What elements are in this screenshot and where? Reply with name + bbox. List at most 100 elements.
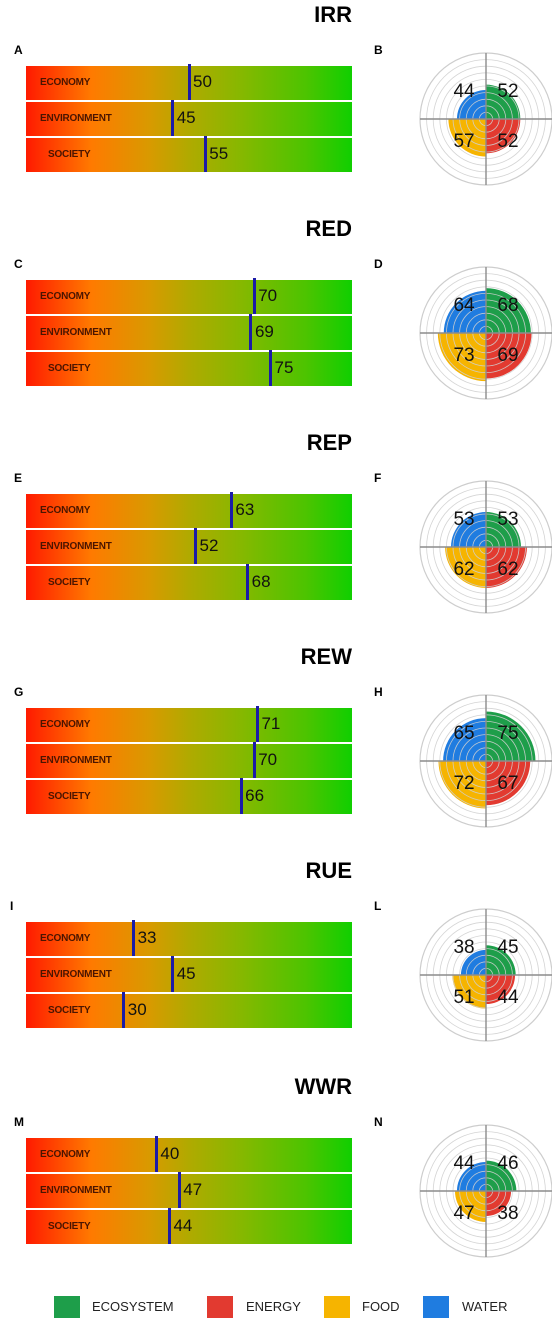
radar-sector-food [438,761,486,809]
bar-category-label: SOCIETY [48,1005,91,1016]
section-title: RED [305,216,352,241]
chart-section-rep: REP E F ECONOMY 63 ENVIRONMENT 52 SOCIETY 68 53 53… [0,428,552,640]
radar-sector-energy [486,547,527,588]
legend-swatch-water [423,1296,449,1318]
radar-value-label-ecosystem: 46 [497,1153,518,1174]
bar-category-label: SOCIETY [48,577,91,588]
section-title: RUE [305,858,352,883]
radar-sector-water [456,89,486,119]
bar-value-marker [167,1208,171,1244]
panel-letter-bar: M [14,1115,24,1129]
bar-value-marker [269,350,272,386]
bar-value-label: 70 [258,750,278,769]
bar-category-label: ENVIRONMENT [40,327,112,338]
bar-value-label: 50 [193,72,212,91]
bar-value-marker [171,100,175,136]
radar-sector-ecosystem [486,711,536,761]
radar-chart: 44 52 57 52 [419,52,552,186]
bar-category-label: ENVIRONMENT [40,969,112,980]
chart-section-wwr: WWR M N ECONOMY 40 ENVIRONMENT 47 SOCIETY 44 44 46… [0,1072,552,1284]
bar-category-label: SOCIETY [48,1221,91,1232]
bar-row-environment: ENVIRONMENT [26,102,352,136]
radar-sector-ecosystem [486,1160,517,1191]
bar-category-label: ECONOMY [40,77,91,88]
bar-row-environment: ENVIRONMENT [26,316,352,350]
bar-row-environment: ENVIRONMENT [26,530,352,564]
radar-value-label-food: 72 [453,773,474,794]
bar-chart: ECONOMY 63 ENVIRONMENT 52 SOCIETY 68 [26,492,352,612]
panel-letter-radar: D [374,257,383,271]
radar-sector-food [437,333,486,382]
radar-chart: 44 46 47 38 [419,1124,552,1258]
bar-value-marker [252,278,256,314]
bar-row-society: SOCIETY [26,352,352,386]
bar-category-label: ENVIRONMENT [40,1185,112,1196]
radar-sector-energy [486,975,516,1005]
bar-value-label: 75 [274,358,294,377]
bar-category-label: ECONOMY [40,1149,91,1160]
radar-value-label-ecosystem: 68 [497,295,518,316]
radar-value-label-ecosystem: 75 [497,723,518,744]
bar-value-marker [132,920,136,956]
bar-row-economy: ECONOMY [26,280,352,314]
bar-value-label: 30 [127,1000,147,1019]
bar-value-label: 69 [254,322,274,341]
radar-chart: 38 45 51 44 [419,908,552,1042]
bar-value-marker [255,706,259,742]
radar-chart: 65 75 72 67 [419,694,552,828]
radar-chart: 53 53 62 62 [419,480,552,614]
radar-value-label-water: 38 [453,937,474,958]
radar-sector-energy [486,761,531,806]
bar-value-label: 55 [209,144,229,163]
radar-value-label-ecosystem: 52 [497,81,518,102]
bar-row-environment: ENVIRONMENT [26,1174,352,1208]
bar-value-marker [252,742,256,778]
bar-value-marker [171,956,175,992]
bar-value-marker [246,564,250,600]
bar-value-label: 63 [235,500,255,519]
radar-sector-water [451,512,486,547]
bar-row-environment: ENVIRONMENT [26,958,352,992]
bar-category-label: ENVIRONMENT [40,541,112,552]
radar-value-label-energy: 62 [497,559,518,580]
radar-value-label-ecosystem: 53 [497,509,518,530]
radar-value-label-food: 73 [453,345,474,366]
bar-category-label: ECONOMY [40,933,91,944]
radar-value-label-food: 47 [453,1203,474,1224]
panel-letter-radar: F [374,471,382,485]
bar-value-marker [229,492,233,528]
bar-value-label: 47 [183,1180,203,1199]
bar-row-economy: ECONOMY [26,922,352,956]
bar-chart: ECONOMY 40 ENVIRONMENT 47 SOCIETY 44 [26,1136,352,1256]
panel-letter-bar: C [14,257,23,271]
legend-label-ecosystem: ECOSYSTEM [92,1299,174,1314]
bar-category-label: ECONOMY [40,719,91,730]
panel-letter-bar: A [14,43,23,57]
bar-value-marker [187,64,191,100]
bar-row-economy: ECONOMY [26,708,352,742]
bar-value-marker [239,778,243,814]
radar-value-label-food: 62 [453,559,474,580]
bar-value-label: 44 [173,1216,193,1235]
bar-category-label: SOCIETY [48,149,91,160]
bar-row-society: SOCIETY [26,138,352,172]
legend-swatch-ecosystem [54,1296,80,1318]
section-title: REW [300,644,352,669]
panel-letter-bar: E [14,471,23,485]
bar-value-marker [203,136,207,172]
radar-value-label-ecosystem: 45 [497,937,518,958]
section-title: IRR [314,2,352,27]
section-title: WWR [294,1074,352,1099]
bar-value-label: 40 [160,1144,180,1163]
bar-value-label: 45 [176,964,196,983]
radar-sector-water [456,1161,486,1191]
panel-letter-radar: L [374,899,382,913]
panel-letter-radar: N [374,1115,383,1129]
bar-value-marker [154,1136,158,1172]
radar-value-label-water: 65 [453,723,474,744]
bar-category-label: ECONOMY [40,505,91,516]
radar-value-label-water: 64 [453,295,475,316]
bar-chart: ECONOMY 33 ENVIRONMENT 45 SOCIETY 30 [26,920,352,1040]
bar-chart: ECONOMY 71 ENVIRONMENT 70 SOCIETY 66 [26,706,352,826]
section-title: REP [306,430,352,455]
